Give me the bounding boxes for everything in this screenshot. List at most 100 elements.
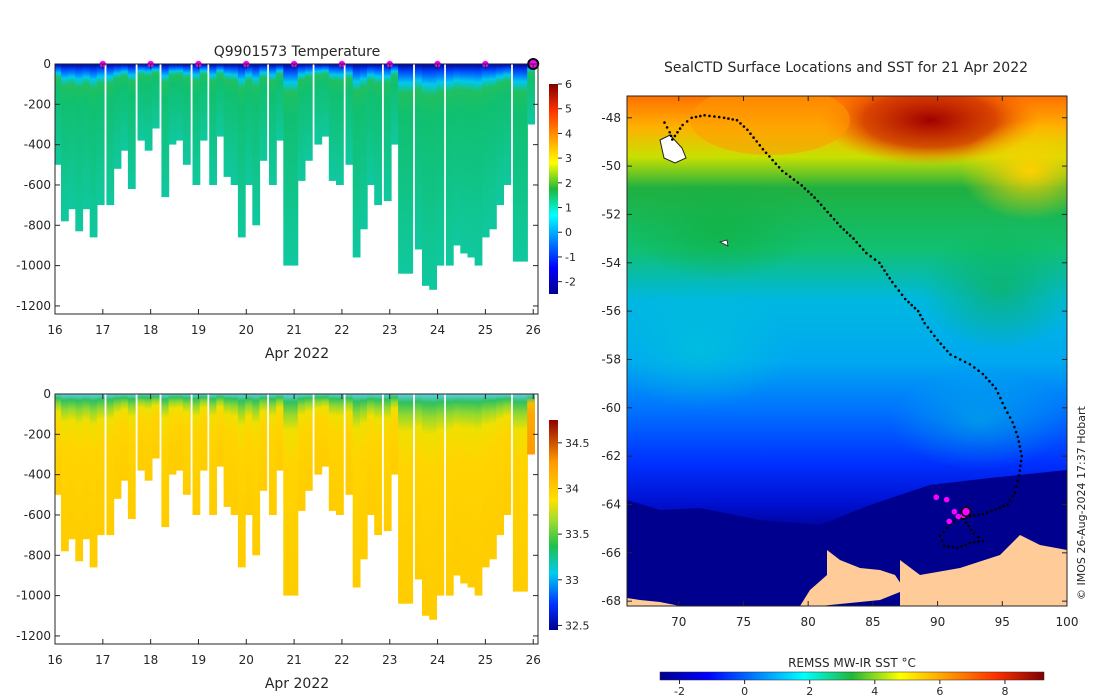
track-point	[792, 178, 796, 181]
temperature-title: Q9901573 Temperature	[214, 44, 381, 60]
track-point	[888, 276, 891, 280]
track-point	[735, 118, 739, 122]
profile-column	[414, 64, 423, 250]
track-point	[1011, 421, 1014, 424]
profile-column	[168, 394, 177, 475]
track-point	[1006, 411, 1009, 414]
track-point	[942, 346, 946, 349]
colorbar-tick-label: 0	[565, 226, 572, 239]
track-point	[839, 225, 842, 228]
profile-column	[55, 394, 62, 495]
lat-tick-label: -66	[601, 546, 621, 560]
lon-tick-label: 70	[671, 615, 686, 629]
x-tick-label: 17	[95, 323, 110, 337]
track-point	[1013, 491, 1017, 494]
y-tick-label: -200	[24, 427, 51, 441]
profile-column	[304, 394, 313, 491]
profile-column	[321, 64, 330, 137]
track-point	[938, 534, 942, 538]
profile-column	[422, 394, 430, 616]
lat-tick-label: -50	[601, 159, 621, 173]
track-point	[742, 125, 746, 128]
profile-column	[82, 394, 91, 540]
track-point	[852, 237, 855, 240]
track-point	[960, 545, 963, 548]
profile-column	[68, 394, 76, 540]
profile-column	[113, 64, 122, 169]
y-tick-label: -200	[24, 97, 51, 111]
y-tick-label: -800	[24, 548, 51, 562]
profile-column	[96, 394, 105, 536]
profile-column	[503, 64, 512, 185]
profile-column	[96, 64, 105, 206]
profile-column	[245, 64, 253, 185]
salinity-y-axis: 0 -200 -400 -600 -800 -1000 -1200	[16, 387, 538, 643]
track-point	[985, 511, 989, 514]
colorbar-tick-label: 3	[565, 152, 572, 165]
surface-location	[955, 513, 962, 520]
track-point	[949, 353, 952, 356]
track-point	[1018, 445, 1022, 448]
lat-tick-label: -56	[601, 304, 621, 318]
track-point	[816, 199, 820, 203]
profile-column	[374, 64, 382, 206]
track-point	[894, 285, 897, 288]
track-point	[746, 128, 749, 132]
profile-column	[345, 394, 354, 495]
track-point	[703, 114, 706, 117]
profile-column	[182, 394, 191, 495]
temperature-profiles	[55, 64, 535, 290]
profile-column	[269, 64, 277, 185]
profile-column	[383, 394, 392, 532]
profile-column	[481, 394, 490, 568]
profile-column	[144, 64, 153, 151]
profile-column	[328, 394, 337, 511]
profile-column	[161, 64, 170, 198]
lon-tick-label: 100	[1056, 615, 1079, 629]
track-point	[669, 134, 673, 138]
profile-column	[237, 64, 246, 238]
track-point	[1006, 503, 1009, 506]
track-point	[929, 330, 933, 334]
track-point	[678, 127, 682, 130]
profile-column	[336, 64, 344, 185]
profile-column	[367, 64, 375, 185]
lat-tick-label: -60	[601, 401, 621, 415]
track-point	[796, 181, 800, 184]
track-point	[990, 509, 993, 513]
track-point	[813, 196, 816, 199]
surface-location	[951, 508, 958, 515]
x-tick-label: 18	[143, 653, 158, 667]
profile-column	[445, 394, 454, 596]
sst-colorbar-title: REMSS MW-IR SST °C	[788, 656, 916, 670]
profile-column	[359, 64, 368, 230]
track-point	[752, 136, 755, 139]
track-point	[973, 366, 976, 369]
track-point	[981, 372, 985, 376]
track-point	[774, 162, 778, 165]
track-point	[800, 184, 803, 187]
profile-column	[398, 64, 406, 274]
temperature-axes-box	[54, 63, 539, 315]
profile-column	[192, 394, 201, 515]
track-point	[947, 545, 950, 548]
map-x-axis: 70 75 80 85 90 95 100	[671, 96, 1078, 629]
track-point	[940, 539, 944, 542]
map-y-axis: -48 -50 -52 -54 -56 -58 -60 -62 -64 -66 -68	[601, 111, 1067, 608]
track-point	[1019, 459, 1023, 463]
track-point	[739, 122, 742, 125]
track-point	[958, 358, 962, 361]
y-tick-label: 0	[43, 57, 51, 71]
x-tick-label: 17	[95, 653, 110, 667]
profile-column	[304, 64, 313, 161]
track-point	[984, 376, 988, 379]
track-point	[1019, 450, 1022, 453]
colorbar-tick-label: 2	[565, 177, 572, 190]
profile-column	[390, 394, 399, 475]
y-tick-label: 0	[43, 387, 51, 401]
track-point	[883, 269, 886, 272]
surface-location	[943, 496, 950, 503]
profile-column	[429, 64, 437, 290]
temperature-y-axis: 0 -200 -400 -600 -800 -1000 -1200	[16, 57, 538, 313]
colorbar-tick-label: 5	[565, 103, 572, 116]
